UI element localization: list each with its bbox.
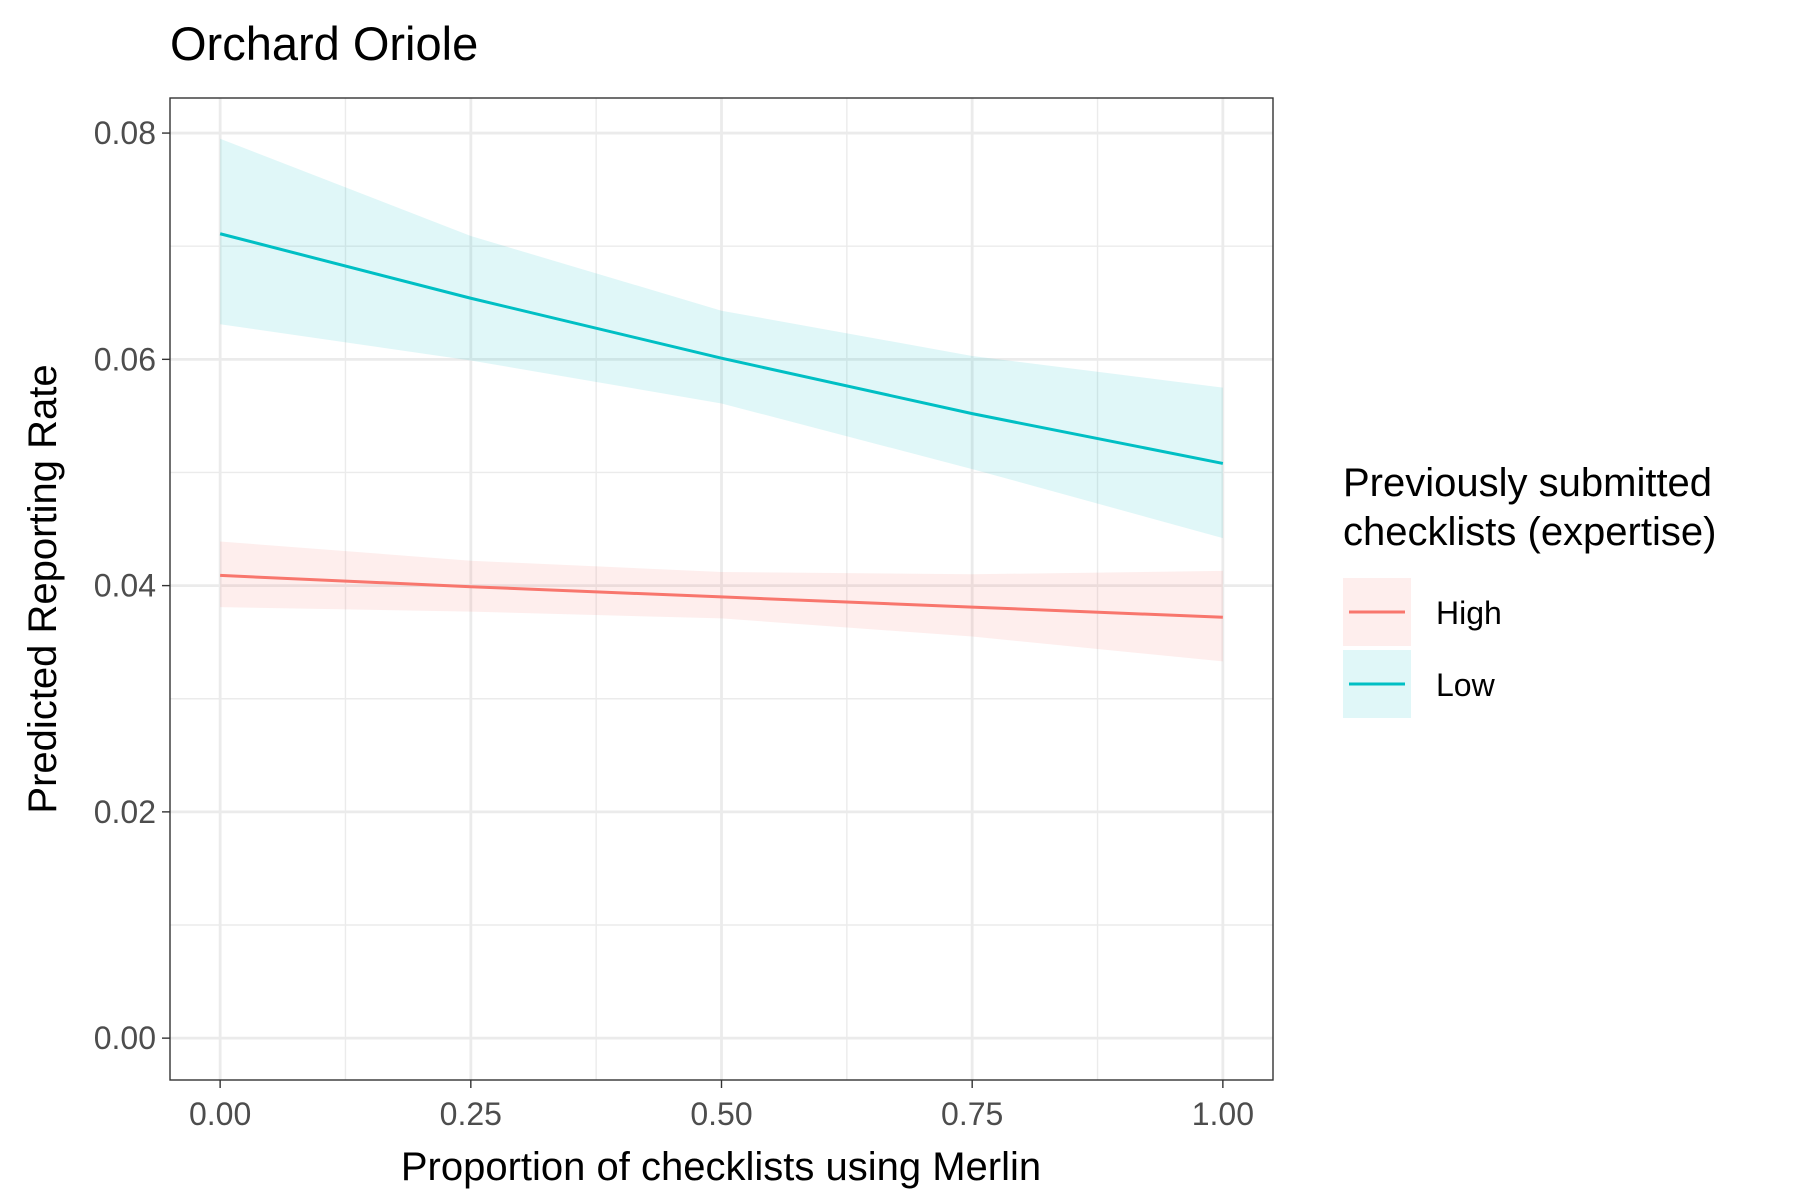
series-lines (219, 232, 1224, 619)
x-tick-label: 1.00 (1192, 1096, 1254, 1132)
y-tick-label: 0.04 (94, 568, 156, 604)
x-tick-label: 0.00 (189, 1096, 251, 1132)
y-axis-title: Predicted Reporting Rate (21, 364, 65, 813)
series-line-high (220, 573, 1223, 619)
confidence-band-high (220, 541, 1223, 662)
legend-item-low: Low (1343, 650, 1496, 718)
chart-title: Orchard Oriole (170, 17, 478, 70)
y-tick-label: 0.02 (94, 794, 156, 830)
confidence-band-low (220, 138, 1223, 539)
legend: Previously submitted checklists (experti… (1343, 461, 1716, 718)
y-tick-label: 0.00 (94, 1020, 156, 1056)
legend-title-line-2: checklists (expertise) (1343, 510, 1716, 554)
x-tick-label: 0.25 (440, 1096, 502, 1132)
x-axis: 0.00 0.25 0.50 0.75 1.00 (189, 1080, 1254, 1132)
series-line-low (219, 232, 1224, 465)
y-tick-label: 0.06 (94, 341, 156, 377)
confidence-bands (220, 138, 1223, 662)
legend-title-line-1: Previously submitted (1343, 461, 1712, 505)
y-axis: 0.00 0.02 0.04 0.06 0.08 (94, 115, 170, 1056)
x-axis-title: Proportion of checklists using Merlin (401, 1145, 1041, 1189)
grid-major (170, 98, 1273, 1080)
legend-label-low: Low (1436, 667, 1496, 703)
y-tick-label: 0.08 (94, 115, 156, 151)
legend-label-high: High (1436, 595, 1502, 631)
x-tick-label: 0.75 (941, 1096, 1003, 1132)
legend-item-high: High (1343, 578, 1502, 646)
x-tick-label: 0.50 (690, 1096, 752, 1132)
